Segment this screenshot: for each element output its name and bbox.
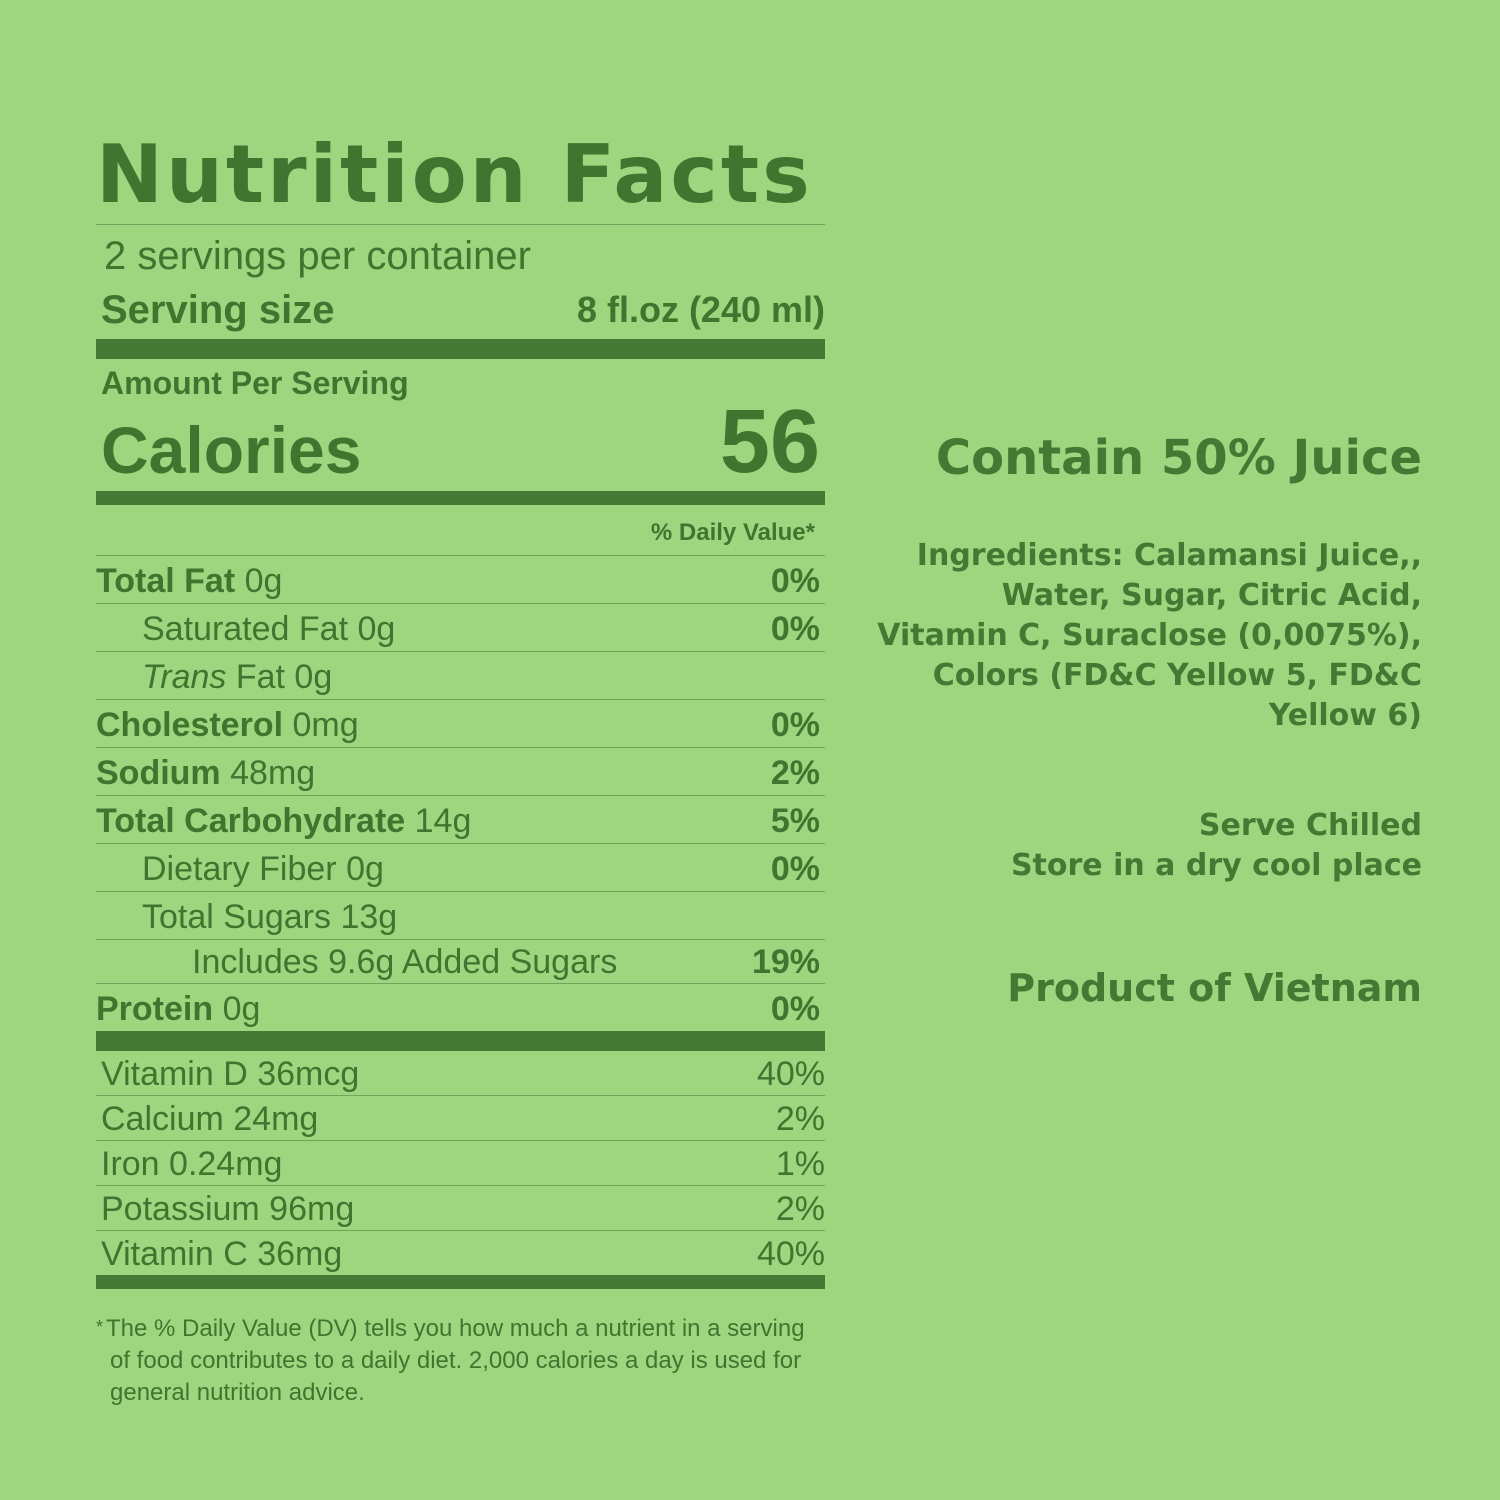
nutrient-amount: 0g [346, 850, 384, 888]
nutrition-facts-title: Nutrition Facts [96, 128, 813, 221]
nutrient-dv: 0% [770, 850, 820, 888]
daily-value-footnote: * The % Daily Value (DV) tells you how mu… [96, 1311, 810, 1409]
vitamin-text: Potassium 96mg [101, 1190, 355, 1228]
nutrient-dv: 19% [751, 943, 820, 981]
vitamin-text: Iron 0.24mg [101, 1145, 283, 1183]
nutrient-name: Total Sugars [142, 898, 331, 936]
medium-divider [96, 491, 825, 505]
nutrient-row-saturated-fat: Saturated Fat 0g 0% [96, 603, 825, 651]
storage-instructions: Serve Chilled Store in a dry cool place [1011, 806, 1422, 886]
nutrient-dv: 0% [770, 562, 820, 600]
nutrient-name: Includes 9.6g Added Sugars [192, 943, 618, 981]
nutrient-row-total-sugars: Total Sugars 13g [96, 891, 825, 939]
nutrient-row-dietary-fiber: Dietary Fiber 0g 0% [96, 843, 825, 891]
nutrient-name: Saturated Fat [142, 610, 349, 648]
vitamin-row: Calcium 24mg 2% [96, 1095, 825, 1140]
serving-size-row: Serving size 8 fl.oz (240 ml) [96, 281, 825, 339]
serve-chilled: Serve Chilled [1198, 808, 1422, 843]
nutrient-row-total-fat: Total Fat 0g 0% [96, 555, 825, 603]
vitamin-row: Potassium 96mg 2% [96, 1185, 825, 1230]
vitamin-row: Vitamin C 36mg 40% [96, 1230, 825, 1275]
ingredients: Ingredients: Calamansi Juice,, Water, Su… [862, 536, 1422, 736]
ingredients-line: Vitamin C, Suraclose (0,0075%), [877, 618, 1422, 653]
nutrient-name: Cholesterol [96, 706, 284, 744]
vitamin-dv: 40% [756, 1235, 825, 1273]
nutrient-row-total-carbohydrate: Total Carbohydrate 14g 5% [96, 795, 825, 843]
vitamin-row: Vitamin D 36mcg 40% [96, 1051, 825, 1095]
divider [96, 224, 825, 225]
nutrient-row-cholesterol: Cholesterol 0mg 0% [96, 699, 825, 747]
vitamin-dv: 2% [775, 1190, 825, 1228]
amount-per-serving: Amount Per Serving [101, 365, 409, 401]
medium-divider [96, 1275, 825, 1289]
ingredients-line: Colors (FD&C Yellow 5, FD&C [932, 658, 1422, 693]
nutrient-dv: 0% [770, 990, 820, 1028]
nutrient-amount: 0mg [292, 706, 359, 744]
nutrient-dv: 0% [770, 706, 820, 744]
nutrient-name: Total Carbohydrate [96, 802, 406, 840]
vitamin-dv: 2% [775, 1100, 825, 1138]
thick-divider [96, 1031, 825, 1051]
nutrient-amount: 14g [414, 802, 472, 840]
nutrient-amount: 0g [244, 562, 283, 600]
calories-row: Calories 56 [96, 392, 825, 492]
servings-per-container: 2 servings per container [104, 234, 531, 278]
serving-size-value: 8 fl.oz (240 ml) [576, 289, 825, 330]
daily-value-header: % Daily Value* [650, 519, 815, 546]
vitamin-text: Vitamin D 36mcg [101, 1055, 360, 1093]
juice-content: Contain 50% Juice [935, 430, 1422, 486]
vitamin-row: Iron 0.24mg 1% [96, 1140, 825, 1185]
nutrient-name: Protein [96, 990, 214, 1028]
nutrient-row-added-sugars: Includes 9.6g Added Sugars 19% [96, 939, 825, 983]
nutrition-facts-panel: Nutrition Facts 2 servings per container… [96, 130, 825, 1409]
calories-value: 56 [719, 392, 820, 492]
vitamin-dv: 40% [756, 1055, 825, 1093]
vitamin-text: Calcium 24mg [101, 1100, 319, 1138]
nutrient-amount: 13g [340, 898, 398, 936]
footnote-text: The % Daily Value (DV) tells you how muc… [106, 1315, 805, 1406]
nutrient-amount: 48mg [230, 754, 316, 792]
nutrient-dv: 2% [770, 754, 820, 792]
vitamin-dv: 1% [775, 1145, 825, 1183]
vitamins-list: Vitamin D 36mcg 40% Calcium 24mg 2% Iron 0… [96, 1051, 825, 1275]
nutrient-row-sodium: Sodium 48mg 2% [96, 747, 825, 795]
ingredients-line: Ingredients: Calamansi Juice,, [916, 538, 1422, 573]
vitamin-text: Vitamin C 36mg [101, 1235, 343, 1273]
ingredients-line: Water, Sugar, Citric Acid, [1001, 578, 1422, 613]
thick-divider [96, 339, 825, 359]
nutrient-dv: 5% [770, 802, 820, 840]
nutrient-name: Trans [142, 658, 227, 696]
footnote-asterisk: * [96, 1317, 104, 1337]
calories-label: Calories [101, 413, 362, 487]
nutrient-row-trans-fat: Trans Fat 0g [96, 651, 825, 699]
nutrient-name: Sodium [96, 754, 221, 792]
nutrient-name: Total Fat [96, 562, 236, 600]
nutrient-dv: 0% [770, 610, 820, 648]
nutrient-amount: 0g [357, 610, 396, 648]
ingredients-line: Yellow 6) [1268, 698, 1422, 733]
nutrient-amount: 0g [222, 990, 261, 1028]
nutrient-amount: Fat 0g [235, 658, 333, 696]
serving-size-label: Serving size [101, 288, 335, 332]
nutrient-row-protein: Protein 0g 0% [96, 983, 825, 1031]
store-dry-cool: Store in a dry cool place [1010, 848, 1422, 883]
product-origin: Product of Vietnam [1007, 966, 1422, 1010]
nutrient-name: Dietary Fiber [142, 850, 337, 888]
